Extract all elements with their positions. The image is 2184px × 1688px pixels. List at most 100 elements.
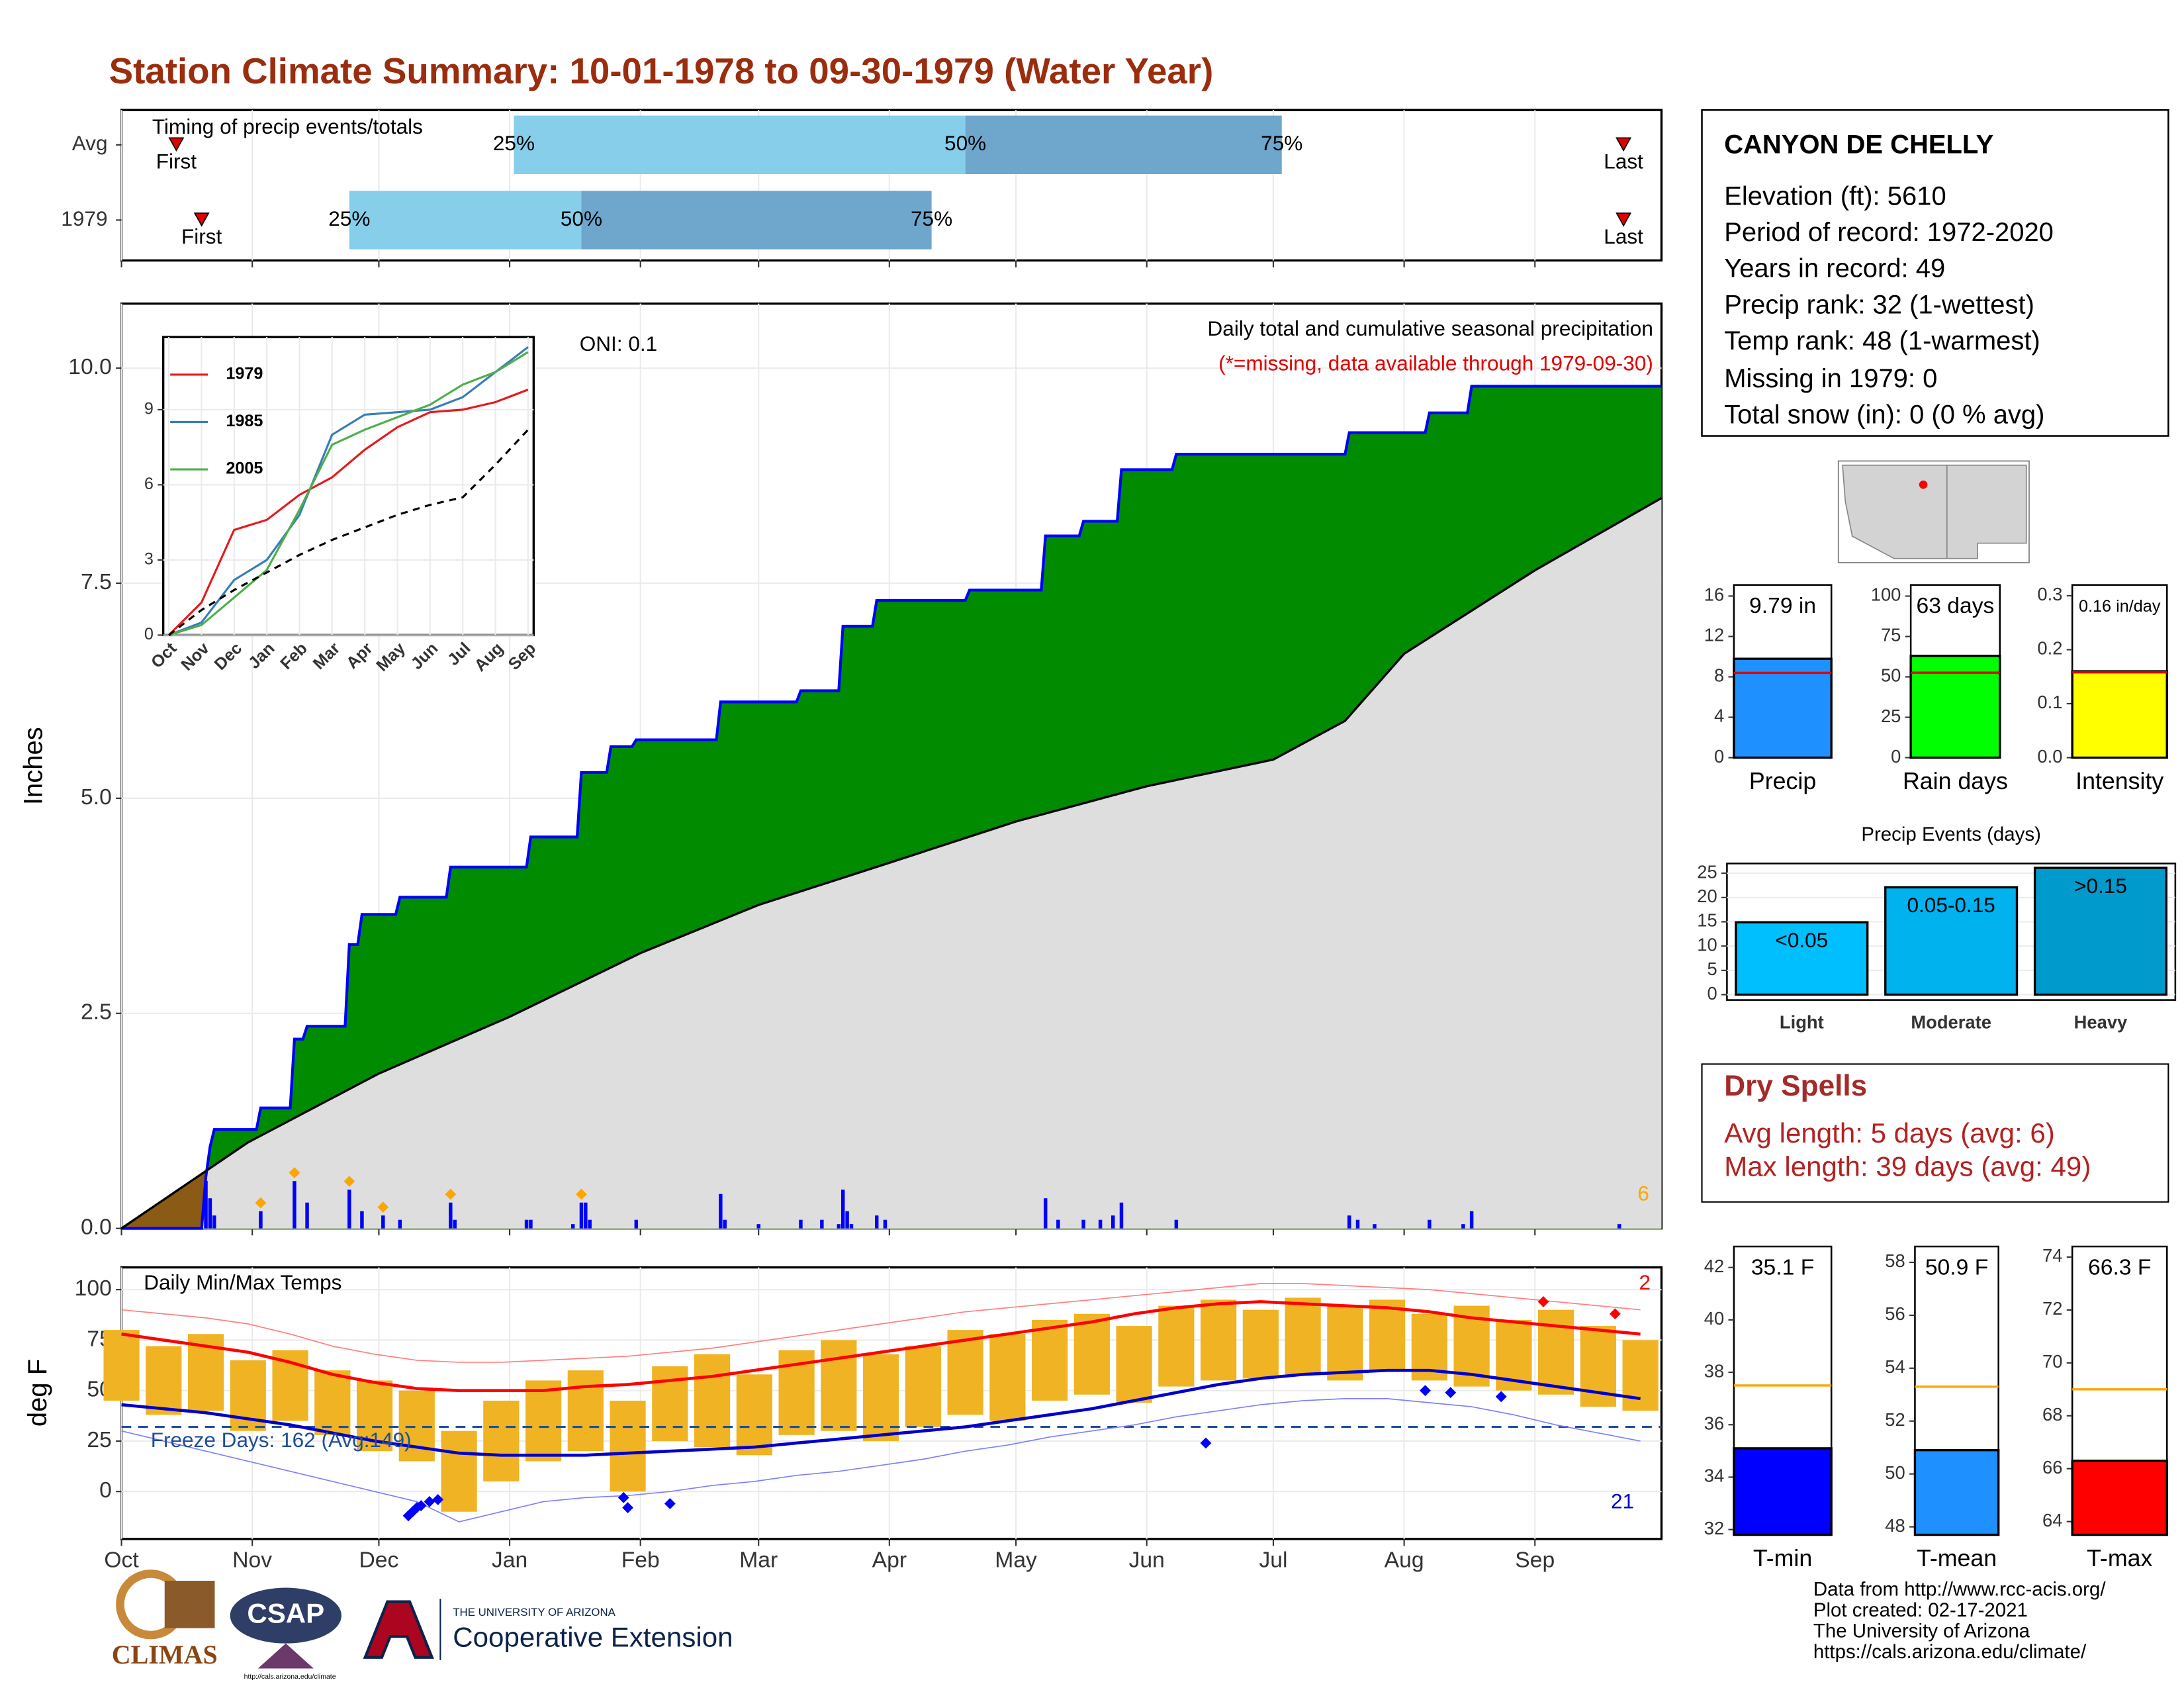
temp-range-bar <box>483 1400 520 1481</box>
daily-precip-bar <box>1461 1224 1465 1229</box>
temp-range-bar <box>1622 1340 1659 1411</box>
temp-range-bar <box>1032 1319 1068 1401</box>
ua-logo <box>363 1600 434 1659</box>
y-tick-label: 68 <box>2042 1404 2062 1425</box>
y-tick-label: 0.0 <box>2037 746 2062 767</box>
daily-precip-bar <box>347 1190 351 1229</box>
daily-precip-bar <box>756 1224 760 1229</box>
y-axis-title: Inches <box>19 727 48 805</box>
bar-label: >0.15 <box>2074 874 2127 898</box>
daily-precip-bar <box>634 1219 639 1229</box>
temp-range-bar <box>1369 1299 1406 1371</box>
climas-logo: CLIMAS <box>112 1640 218 1669</box>
x-tick-label: Heavy <box>2074 1012 2128 1033</box>
station-line: Years in record: 49 <box>1724 254 1945 283</box>
ua-name: THE UNIVERSITY OF ARIZONA <box>453 1606 615 1618</box>
x-tick-label: May <box>995 1548 1037 1572</box>
daily-precip-bar <box>841 1190 845 1229</box>
value-label: 66.3 F <box>2088 1256 2151 1280</box>
csap-url: http://cals.arizona.edu/climate <box>244 1673 336 1681</box>
event-label: Last <box>1604 149 1643 173</box>
y-tick-label: 34 <box>1704 1466 1724 1486</box>
climas-emblem <box>164 1580 215 1628</box>
y-tick-label: 10.0 <box>68 355 112 379</box>
footer-line: Plot created: 02-17-2021 <box>1813 1599 2028 1621</box>
station-line: Total snow (in): 0 (0 % avg) <box>1724 400 2044 430</box>
y-tick-label: 0 <box>1707 983 1717 1004</box>
temp-range-bar <box>314 1370 351 1435</box>
x-tick-label: Rain days <box>1903 768 2008 794</box>
x-tick-label: Oct <box>104 1548 139 1572</box>
y-tick-label: 20 <box>1697 886 1717 906</box>
flag-count: 6 <box>1637 1182 1649 1205</box>
extension-name: Cooperative Extension <box>453 1621 733 1652</box>
station-line: Missing in 1979: 0 <box>1724 364 1937 393</box>
y-tick-label: 0 <box>1714 746 1724 767</box>
temp-range-bar <box>862 1354 899 1441</box>
x-tick-label: T-min <box>1753 1545 1812 1571</box>
record-marker <box>415 1500 427 1511</box>
temp-range-bar <box>905 1346 941 1427</box>
cumulative-line <box>121 385 1662 1230</box>
station-box: CANYON DE CHELLY Elevation (ft): 5610 Pe… <box>1701 109 2169 437</box>
daily-precip-bar <box>259 1211 263 1229</box>
y-tick-label: 0.3 <box>2037 584 2062 604</box>
y-tick-label: 25 <box>1697 861 1717 882</box>
y-tick-label: 4 <box>1714 706 1724 726</box>
footer-line: The University of Arizona <box>1813 1620 2030 1642</box>
daily-precip-bar <box>1119 1202 1124 1229</box>
x-tick-label: Aug <box>1385 1548 1424 1572</box>
annotation: (*=missing, data available through 1979-… <box>1218 352 1653 375</box>
station-name: CANYON DE CHELLY <box>1724 130 1993 159</box>
temp-range-bar <box>1116 1326 1152 1403</box>
inset-line <box>168 429 529 636</box>
csap-logo: CSAP <box>247 1598 324 1629</box>
daily-precip-bar <box>588 1219 592 1229</box>
daily-precip-bar <box>305 1202 309 1229</box>
daily-precip-bar <box>837 1224 841 1229</box>
daily-precip-bar <box>1428 1219 1432 1229</box>
x-tick-label: Precip <box>1749 768 1816 794</box>
quartile-label: 50% <box>944 131 986 155</box>
y-tick-label: 15 <box>1697 910 1717 931</box>
dry-spells-line: Max length: 39 days (avg: 49) <box>1724 1150 2091 1182</box>
y-tick-label: 70 <box>2042 1351 2062 1372</box>
dry-spells-line: Avg length: 5 days (avg: 6) <box>1724 1117 2055 1149</box>
legend-label: 1979 <box>226 365 263 383</box>
x-tick-label: Apr <box>872 1548 907 1572</box>
x-tick-label: Mar <box>739 1548 778 1572</box>
dry-spells-title: Dry Spells <box>1724 1070 1867 1102</box>
record-marker <box>1495 1391 1507 1403</box>
event-label: Last <box>1604 224 1643 248</box>
daily-precip-bar <box>874 1215 879 1229</box>
temp-range-bar <box>1201 1299 1237 1381</box>
normal-max-line <box>121 1300 1641 1392</box>
dry-spells-box: Dry Spells Avg length: 5 days (avg: 6) M… <box>1701 1063 2169 1203</box>
daily-precip-bar <box>529 1219 533 1229</box>
daily-precip-bar <box>584 1202 588 1229</box>
temp-range-bar <box>736 1374 772 1456</box>
y-tick-label: 75 <box>1881 625 1901 645</box>
daily-precip-bar <box>381 1215 385 1229</box>
daily-precip-bar <box>1373 1224 1377 1229</box>
flag-marker <box>445 1188 457 1200</box>
value-label: 9.79 in <box>1749 594 1816 618</box>
station-line: Period of record: 1972-2020 <box>1724 218 2054 247</box>
temp-range-bar <box>1285 1297 1321 1375</box>
temp-range-bar <box>567 1370 604 1452</box>
y-tick-label: 5.0 <box>81 785 112 810</box>
y-tick-label: 50 <box>1885 1462 1905 1483</box>
y-tick-label: 54 <box>1885 1356 1905 1377</box>
record-low-count: 21 <box>1611 1489 1634 1513</box>
temp-range-bar <box>989 1334 1026 1421</box>
y-tick-label: 74 <box>2042 1245 2062 1266</box>
daily-precip-bar <box>820 1219 824 1229</box>
y-tick-label: 100 <box>75 1276 112 1301</box>
normal-min-line <box>121 1368 1641 1457</box>
csap-cloud <box>230 1587 341 1644</box>
y-tick-label: 3 <box>144 550 154 569</box>
x-tick-label: Jan <box>492 1548 527 1572</box>
record-max-line <box>121 1283 1641 1363</box>
temp-range-bar <box>947 1330 983 1415</box>
